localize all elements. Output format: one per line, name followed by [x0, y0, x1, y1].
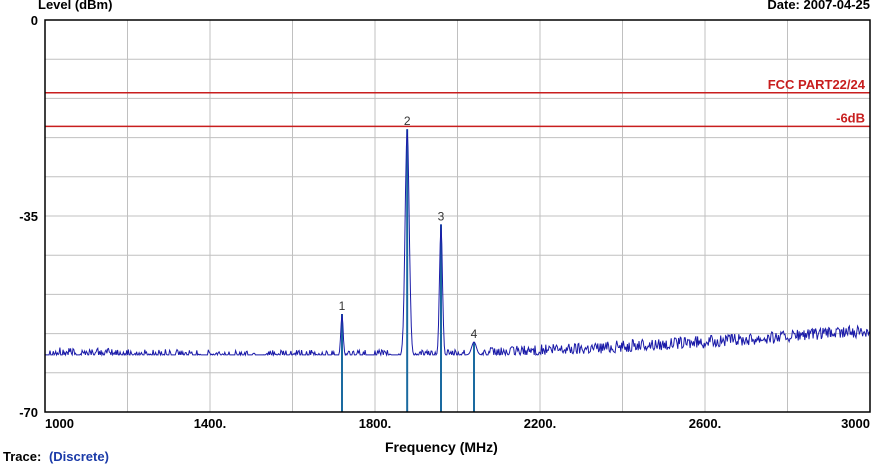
plot-frame [44, 19, 871, 413]
limit-line-label-1: FCC PART22/24 [768, 77, 866, 92]
limit-line-label-2: -6dB [836, 110, 865, 125]
marker-label-1: 1 [339, 299, 346, 313]
trace-label-value: (Discrete) [48, 449, 109, 464]
tick-labels: 1000 1400. 1800. 2200. 2600. 3000 0 -35 -70 [19, 13, 870, 431]
marker-label-4: 4 [471, 327, 478, 341]
x-tick-label: 1400. [194, 416, 227, 431]
markers: 1 2 3 4 [339, 114, 478, 412]
marker-label-3: 3 [438, 209, 445, 223]
y-axis-label: Level (dBm) [38, 0, 113, 12]
date-label: Date: 2007-04-25 [767, 0, 870, 12]
y-tick-label: -70 [19, 405, 38, 420]
marker-label-2: 2 [404, 114, 411, 128]
x-tick-label: 1000 [45, 416, 74, 431]
y-tick-label: 0 [31, 13, 38, 28]
x-axis-label: Frequency (MHz) [385, 439, 498, 455]
trace [44, 129, 871, 357]
y-tick-label: -35 [19, 209, 38, 224]
x-tick-label: 1800. [359, 416, 392, 431]
trace-label-text: Trace: [3, 449, 42, 464]
limit-lines: FCC PART22/24 -6dB [45, 77, 870, 128]
x-tick-label: 3000 [841, 416, 870, 431]
trace-label: Trace: (Discrete) [3, 449, 109, 464]
spectrum-trace [44, 129, 871, 357]
x-tick-label: 2600. [689, 416, 722, 431]
x-tick-label: 2200. [524, 416, 557, 431]
